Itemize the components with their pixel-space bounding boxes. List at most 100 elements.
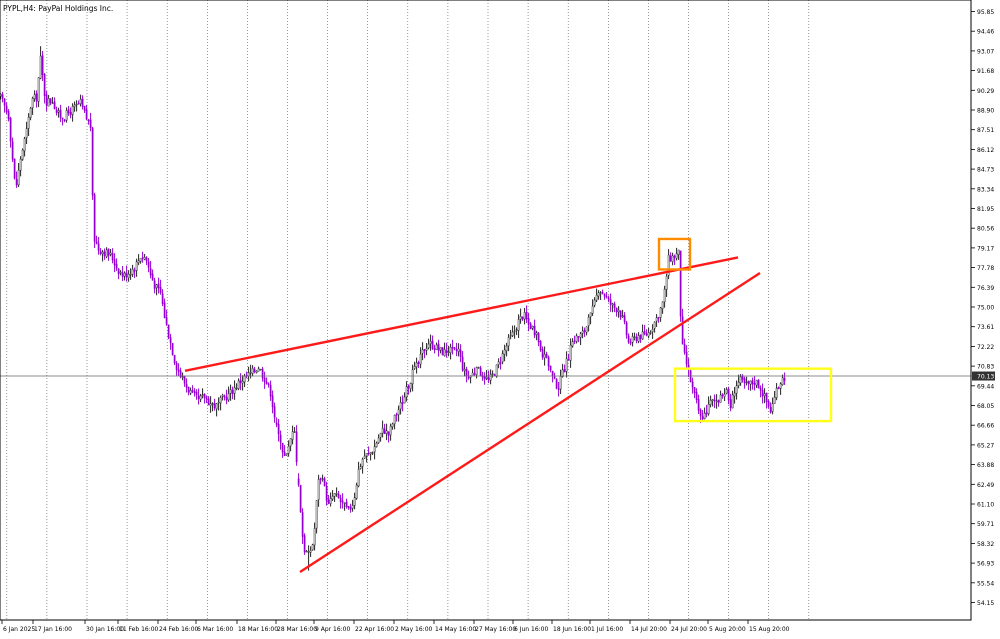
candle-body	[151, 273, 154, 281]
candle-body	[57, 110, 60, 113]
candle-body	[489, 374, 492, 381]
candle-body	[739, 376, 742, 384]
candle-body	[453, 347, 456, 349]
yellow-highlight-box	[673, 367, 833, 423]
candle-body	[117, 268, 120, 275]
candle-body	[69, 111, 72, 116]
candle-body	[597, 292, 600, 297]
candle-body	[619, 310, 622, 318]
candle-body	[717, 400, 720, 403]
candle-body	[87, 119, 90, 122]
candle-body	[179, 370, 182, 377]
candle-body	[351, 505, 354, 509]
candle-body	[413, 366, 416, 369]
x-tick-label: 6 Jun 16:00	[514, 626, 548, 633]
candle-body	[625, 322, 628, 336]
candle-body	[645, 333, 648, 336]
candle-body	[525, 312, 528, 320]
candle-body	[121, 272, 124, 277]
candle-body	[753, 382, 756, 385]
y-tick-label: 90.29	[977, 88, 994, 95]
candle-body	[661, 301, 664, 310]
candle-body	[667, 254, 670, 276]
candle-body	[459, 349, 462, 357]
y-tick-label: 91.68	[977, 68, 994, 75]
candle-body	[175, 362, 178, 371]
candle-body	[131, 268, 134, 275]
x-tick-label: 2 May 16:00	[395, 626, 433, 633]
candle-body	[747, 380, 750, 384]
candle-body	[257, 368, 260, 372]
candle-layer	[0, 46, 786, 571]
candle-body	[715, 400, 718, 402]
candle-body	[705, 412, 708, 415]
candle-body	[7, 111, 10, 120]
candle-body	[253, 369, 256, 373]
candle-body	[411, 369, 414, 385]
candle-body	[327, 499, 330, 504]
candle-body	[99, 251, 102, 255]
candle-body	[215, 403, 218, 410]
candle-body	[617, 309, 620, 313]
trendline	[184, 256, 739, 372]
grid-layer	[6, 0, 810, 620]
candle-body	[9, 117, 12, 142]
candle-body	[261, 368, 264, 379]
candle-body	[651, 329, 654, 332]
candle-body	[115, 263, 118, 269]
candle-body	[403, 396, 406, 404]
y-tick-label: 86.12	[977, 147, 994, 154]
candle-body	[67, 109, 70, 114]
candle-body	[455, 349, 458, 352]
candle-body	[551, 370, 554, 377]
y-tick-label: 95.85	[977, 9, 994, 16]
candle-body	[47, 98, 50, 107]
candle-body	[391, 423, 394, 428]
candle-body	[609, 299, 612, 305]
candle-body	[633, 336, 636, 338]
candle-body	[183, 375, 186, 384]
y-tick-label: 66.66	[977, 423, 994, 430]
candle-body	[339, 497, 342, 502]
candle-body	[137, 260, 140, 264]
price-axis[interactable]: 95.85 94.46 93.07 91.68 90.29 88.90 87.51 86.12…	[971, 9, 994, 607]
candle-body	[285, 453, 288, 456]
candle-body	[399, 402, 402, 410]
candle-body	[235, 387, 238, 390]
candle-body	[383, 428, 386, 434]
candle-body	[613, 303, 616, 309]
candle-body	[325, 486, 328, 501]
candle-body	[105, 249, 108, 258]
candle-body	[473, 373, 476, 375]
candle-body	[537, 333, 540, 343]
candle-body	[701, 416, 704, 420]
candle-body	[227, 393, 230, 401]
candle-body	[273, 406, 276, 418]
candle-body	[681, 316, 684, 345]
candle-body	[777, 387, 780, 390]
candle-body	[219, 397, 222, 404]
candle-body	[5, 105, 8, 113]
y-tick-label: 58.32	[977, 541, 994, 548]
candle-body	[653, 321, 656, 329]
candle-body	[49, 98, 52, 104]
candle-body	[443, 349, 446, 357]
candle-body	[13, 158, 16, 179]
candle-body	[307, 551, 310, 553]
candle-body	[77, 103, 80, 105]
candle-body	[463, 368, 466, 372]
candle-body	[641, 331, 644, 340]
candle-body	[181, 376, 184, 378]
candle-body	[447, 351, 450, 353]
y-tick-label: 93.07	[977, 48, 994, 55]
candle-body	[477, 366, 480, 369]
candle-body	[749, 380, 752, 385]
candle-body	[279, 434, 282, 443]
candle-body	[197, 395, 200, 399]
candle-body	[575, 335, 578, 342]
candle-body	[509, 335, 512, 337]
y-tick-label: 83.34	[977, 186, 994, 193]
candle-body	[225, 397, 228, 401]
